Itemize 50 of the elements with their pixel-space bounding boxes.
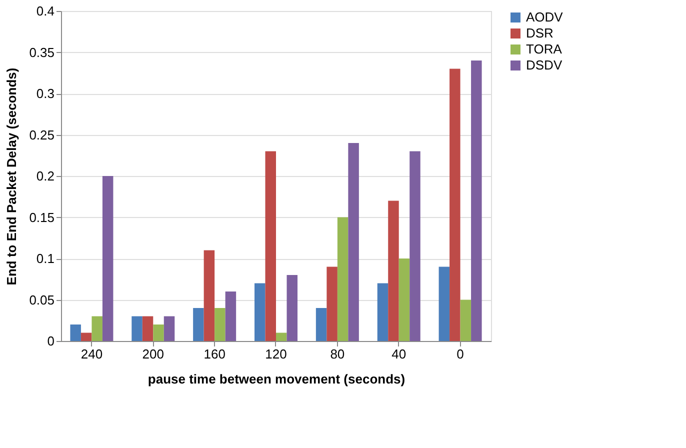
bar — [132, 316, 142, 341]
y-tick-label: 0.15 — [29, 210, 54, 225]
y-tick-label: 0.3 — [36, 86, 54, 101]
y-tick-label: 0.25 — [29, 127, 54, 142]
bar — [70, 324, 81, 341]
y-tick-label: 0.2 — [36, 168, 54, 184]
bar — [92, 316, 102, 341]
legend-label: DSDV — [526, 58, 562, 72]
legend-label: TORA — [526, 42, 562, 56]
x-tick-label: 40 — [392, 346, 406, 362]
y-tick-label: 0.05 — [29, 292, 54, 308]
bar — [286, 275, 298, 341]
bar — [193, 308, 204, 341]
bar — [348, 143, 359, 341]
bar — [142, 316, 154, 341]
x-tick-label: 240 — [80, 346, 103, 362]
bar — [153, 324, 164, 341]
bar — [337, 217, 348, 341]
y-tick-label: 0 — [47, 334, 54, 348]
bar — [438, 266, 450, 341]
x-tick-label: 80 — [330, 346, 345, 362]
x-axis-title: pause time between movement (seconds) — [148, 372, 406, 386]
bar — [388, 200, 399, 341]
bar — [377, 283, 388, 341]
bar — [316, 308, 327, 341]
bar — [204, 250, 215, 341]
bar — [450, 68, 460, 341]
x-tick-label: 160 — [204, 346, 226, 362]
bar — [460, 300, 472, 341]
bar — [102, 176, 114, 341]
bar — [80, 332, 92, 341]
bar — [471, 60, 482, 341]
y-tick-label: 0.4 — [36, 4, 54, 18]
x-tick-label: 200 — [142, 346, 164, 362]
bar — [214, 308, 226, 341]
x-tick-label: 0 — [456, 346, 464, 362]
bar — [276, 332, 287, 341]
x-tick-label: 120 — [265, 346, 287, 362]
bar — [254, 283, 266, 341]
bar — [326, 266, 338, 341]
bar — [410, 151, 420, 341]
bar — [398, 258, 410, 341]
legend-label: DSR — [526, 26, 554, 40]
bar — [164, 316, 175, 341]
bar — [225, 292, 236, 341]
y-tick-label: 0.35 — [29, 44, 54, 60]
y-tick-label: 0.1 — [36, 251, 54, 266]
y-axis-title: End to End Packet Delay (seconds) — [4, 68, 20, 286]
bar — [265, 151, 276, 341]
legend-label: AODV — [526, 10, 564, 24]
